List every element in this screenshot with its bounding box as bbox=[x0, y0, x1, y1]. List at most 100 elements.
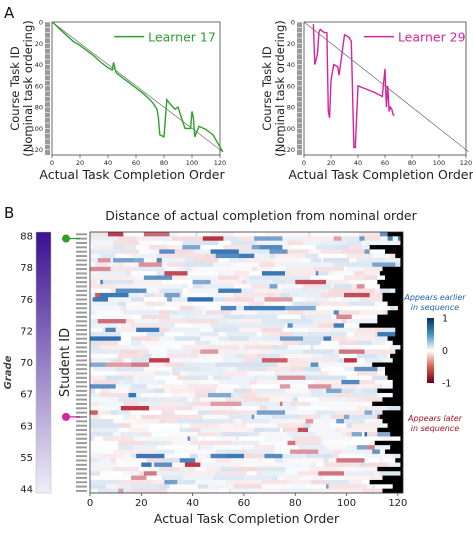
y-tick-label: 0 bbox=[39, 19, 43, 27]
student-id-tick bbox=[76, 355, 87, 358]
heatmap-cell bbox=[374, 258, 386, 263]
heatmap-cell bbox=[208, 392, 232, 398]
heatmap-cell bbox=[131, 253, 158, 259]
heatmap-cell bbox=[151, 336, 160, 342]
heatmap-cell bbox=[269, 284, 278, 289]
heatmap-cell bbox=[359, 462, 365, 468]
heatmap-cell bbox=[313, 266, 345, 272]
heatmap-cell bbox=[210, 401, 242, 407]
heatmap-cell bbox=[164, 392, 173, 398]
heatmap-cell bbox=[197, 432, 217, 437]
heatmap-cell bbox=[269, 397, 293, 402]
heatmap-cell bbox=[195, 258, 219, 263]
heatmap-cell bbox=[243, 275, 250, 281]
heatmap-cell bbox=[269, 249, 288, 255]
heatmap-cell bbox=[218, 240, 232, 246]
heatmap-cell bbox=[364, 236, 381, 241]
heatmap-cell bbox=[138, 240, 155, 246]
heatmap-cell bbox=[218, 388, 234, 394]
student-id-tick bbox=[76, 237, 87, 240]
heatmap-cell bbox=[328, 297, 337, 302]
heatmap-cell bbox=[146, 301, 165, 307]
heatmap-cell bbox=[297, 445, 327, 450]
y-tick-label: 100 bbox=[283, 125, 295, 133]
heatmap-cell bbox=[238, 275, 245, 281]
heatmap-cell bbox=[367, 362, 373, 368]
heatmap-black-cell bbox=[400, 406, 403, 411]
heatmap-cell bbox=[220, 427, 247, 433]
heatmap-cell bbox=[90, 471, 101, 476]
heatmap-cell bbox=[90, 232, 109, 237]
heatmap-cell bbox=[287, 440, 296, 446]
heatmap-cell bbox=[302, 423, 311, 429]
heatmap-cell bbox=[328, 371, 358, 376]
heatmap-cell bbox=[159, 419, 165, 424]
heatmap-cell bbox=[333, 271, 355, 276]
heatmap-cell bbox=[295, 262, 322, 268]
x-tick-label: 20 bbox=[327, 159, 335, 167]
heatmap-cell bbox=[228, 258, 247, 263]
heatmap-cell bbox=[90, 314, 104, 320]
heatmap-cell bbox=[107, 297, 132, 302]
student-id-tick bbox=[76, 376, 87, 379]
heatmap-cell bbox=[215, 253, 240, 259]
heatmap-frame bbox=[89, 231, 404, 494]
heatmap-cell bbox=[318, 353, 324, 359]
heatmap-cell bbox=[379, 288, 391, 294]
heatmap-cell bbox=[197, 436, 204, 442]
heatmap-cell bbox=[310, 232, 340, 237]
heatmap-cell bbox=[284, 323, 288, 328]
grade-tick-label: 67 bbox=[20, 390, 33, 401]
heatmap-cell bbox=[164, 301, 175, 307]
heatmap-cell bbox=[269, 253, 276, 259]
heatmap-cell bbox=[233, 406, 260, 411]
heatmap-cell bbox=[336, 488, 363, 494]
heatmap-cell bbox=[313, 488, 337, 494]
heatmap-cell bbox=[131, 410, 163, 415]
heatmap-cell bbox=[164, 292, 181, 298]
heatmap-cell bbox=[128, 427, 150, 433]
heatmap-cell bbox=[223, 236, 240, 241]
heatmap-cell bbox=[259, 262, 276, 268]
heatmap-cell bbox=[115, 358, 124, 363]
colorbar-bottom-label: Appears later in sequence bbox=[407, 414, 463, 433]
heatmap-black-cell bbox=[387, 423, 403, 429]
heatmap-cell bbox=[187, 488, 219, 494]
student-id-tick bbox=[76, 411, 87, 414]
heatmap-cell bbox=[166, 475, 183, 481]
heatmap-cell bbox=[90, 462, 119, 468]
heatmap-cell bbox=[113, 466, 140, 472]
heatmap-cell bbox=[131, 423, 150, 429]
heatmap-cell bbox=[218, 336, 227, 342]
heatmap-cell bbox=[338, 310, 360, 315]
heatmap-cell bbox=[390, 305, 396, 311]
heatmap-cell bbox=[113, 305, 122, 311]
heatmap-cell bbox=[92, 305, 114, 311]
student-id-tick bbox=[76, 429, 87, 432]
heatmap-cell bbox=[179, 427, 186, 433]
heatmap-black-cell bbox=[374, 440, 403, 446]
heatmap-cell bbox=[218, 258, 229, 263]
heatmap-cell bbox=[190, 275, 206, 281]
heatmap-cell bbox=[338, 358, 345, 363]
heatmap-cell bbox=[331, 423, 347, 429]
heatmap-cell bbox=[236, 353, 245, 359]
heatmap-cell bbox=[328, 271, 335, 276]
heatmap-cell bbox=[356, 258, 376, 263]
heatmap-cell bbox=[123, 371, 155, 376]
heatmap-black-cell bbox=[382, 397, 403, 402]
heatmap-cell bbox=[279, 462, 306, 468]
heatmap-cell bbox=[190, 349, 201, 355]
heatmap-cell bbox=[202, 458, 217, 463]
heatmap-cell bbox=[372, 449, 381, 455]
heatmap-cell bbox=[131, 323, 134, 328]
heatmap-cell bbox=[220, 432, 250, 437]
heatmap-cell bbox=[279, 336, 304, 342]
student-id-tick bbox=[76, 489, 87, 492]
heatmap-cell bbox=[333, 349, 340, 355]
heatmap-cell bbox=[231, 310, 258, 315]
heatmap-cell bbox=[159, 336, 175, 342]
heatmap-cell bbox=[374, 410, 383, 415]
heatmap-cell bbox=[228, 384, 240, 389]
heatmap-cell bbox=[346, 336, 376, 342]
